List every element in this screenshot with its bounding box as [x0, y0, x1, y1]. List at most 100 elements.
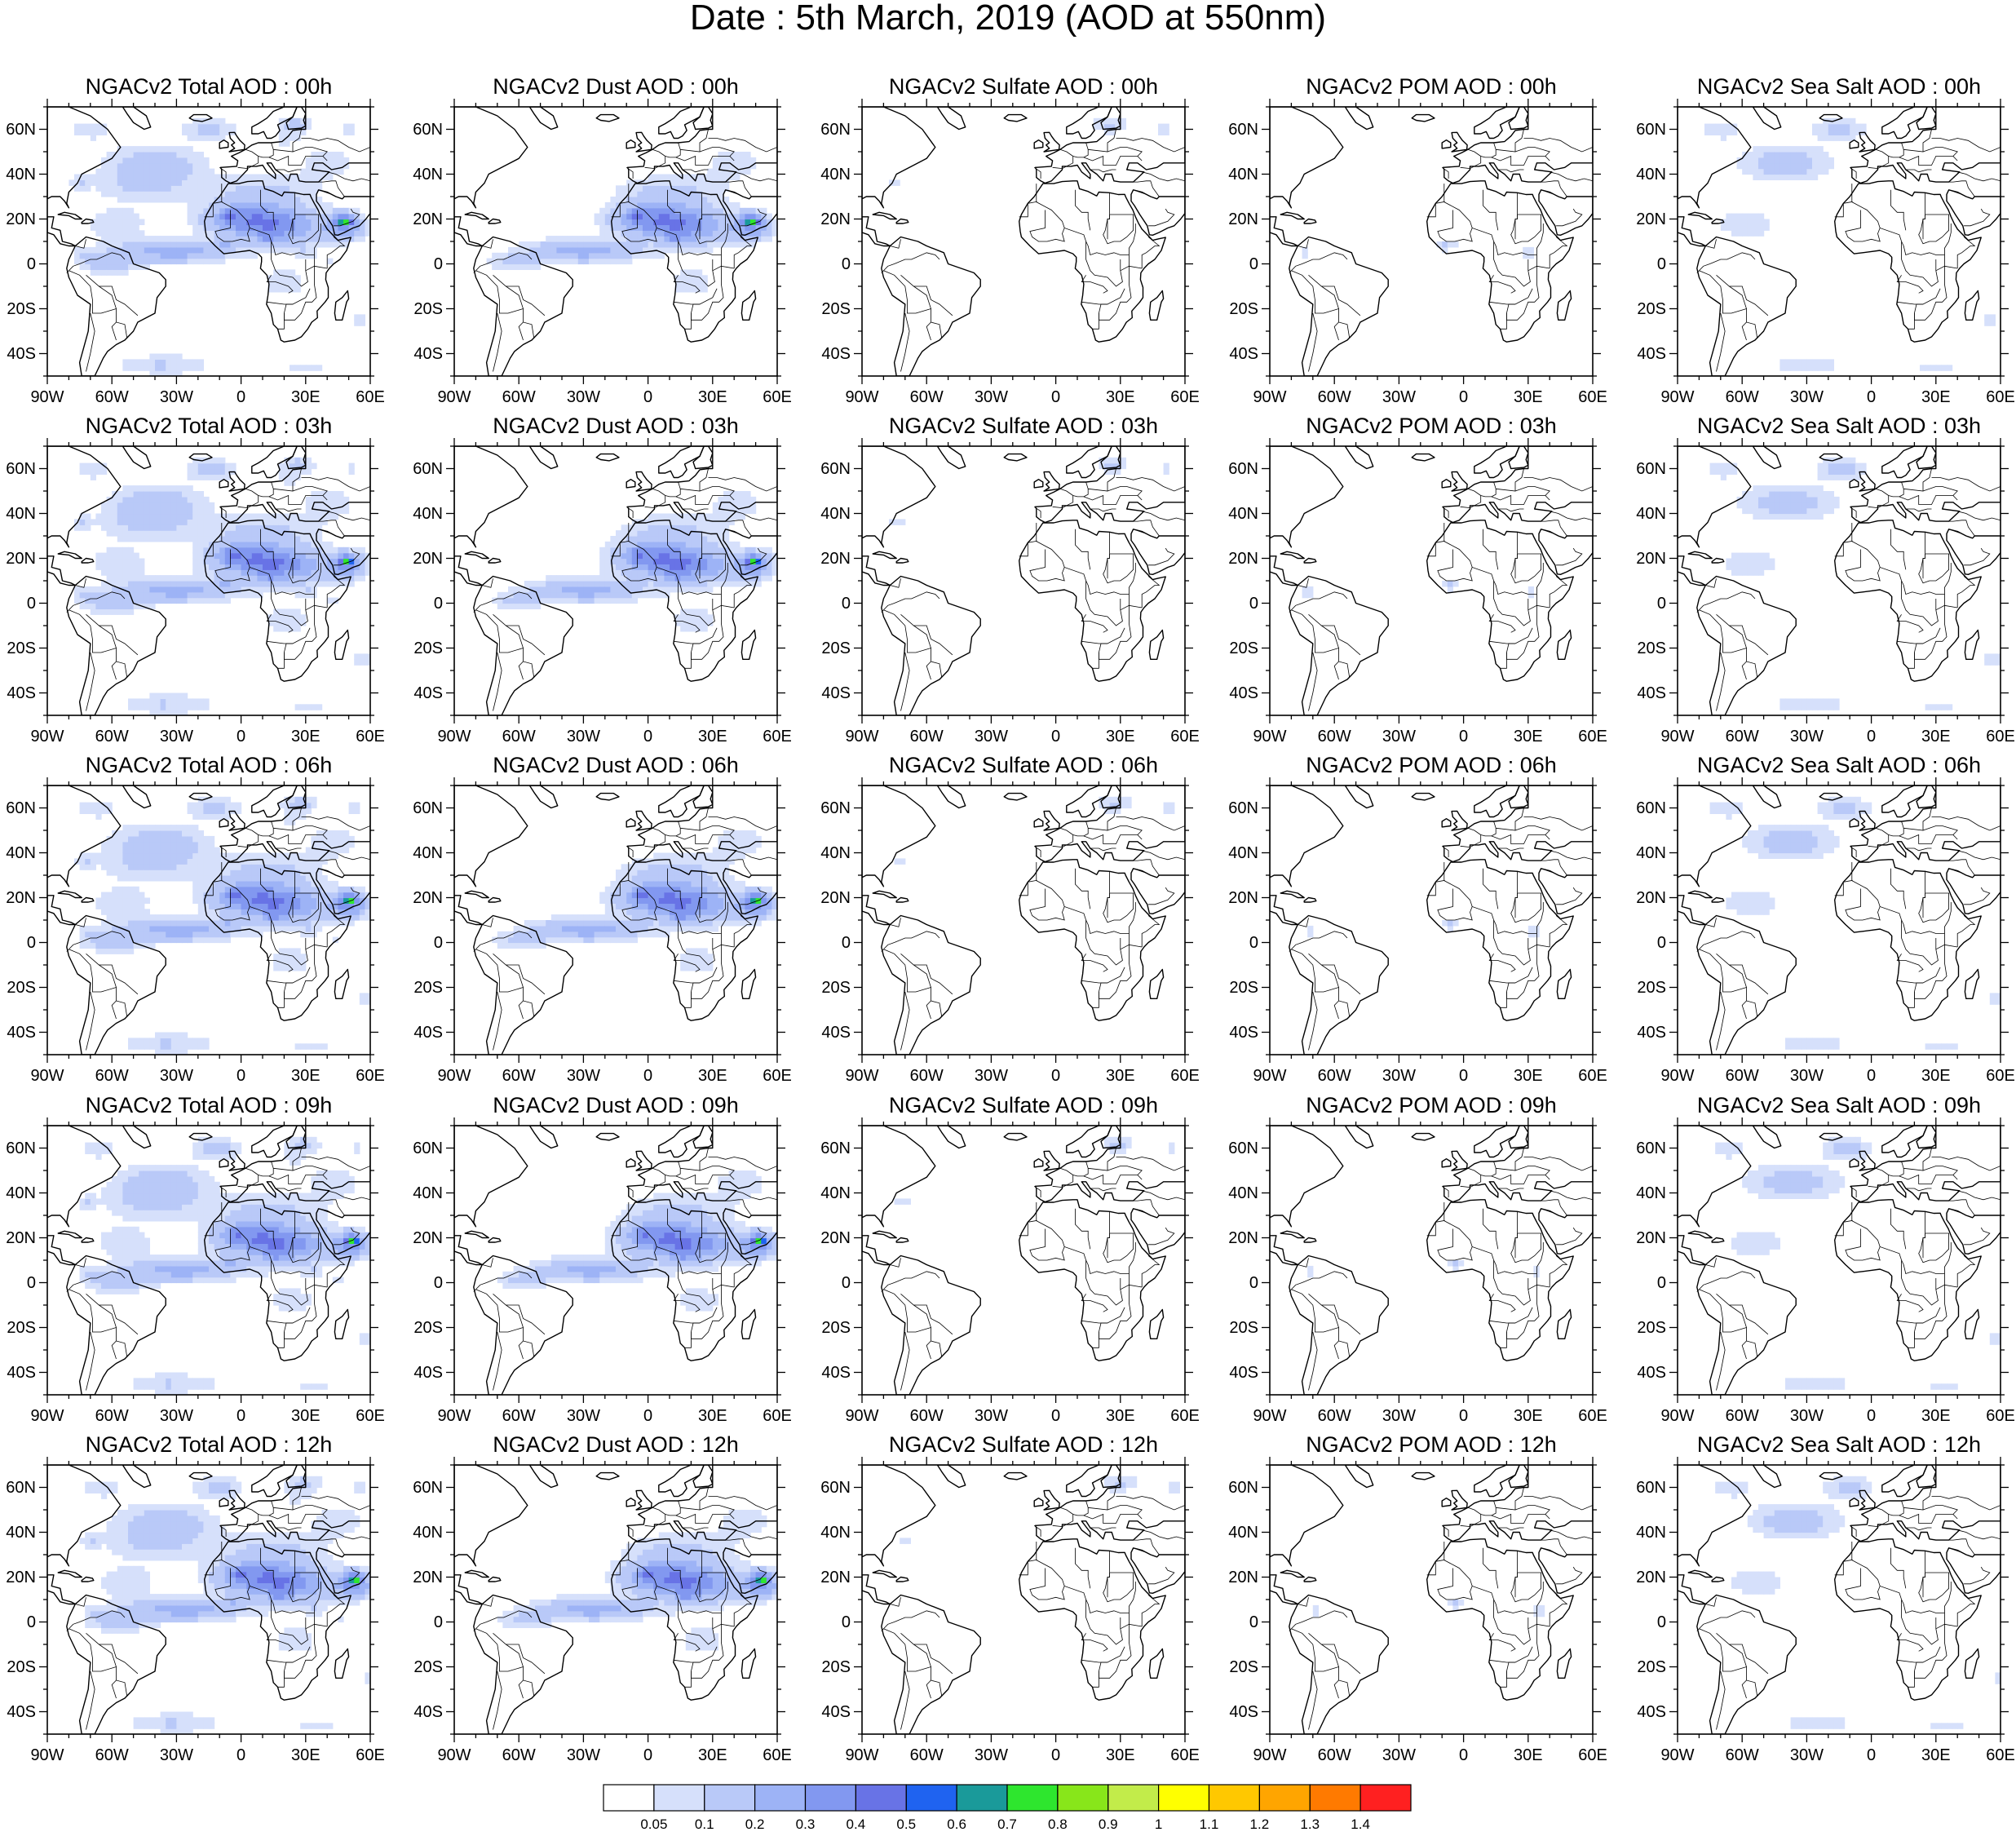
aod-cell [1737, 553, 1743, 560]
aod-cell [1823, 463, 1828, 470]
aod-cell [268, 553, 274, 560]
aod-cell [311, 179, 316, 186]
aod-cell [112, 179, 117, 186]
coastline-iceland [596, 115, 619, 122]
country-border [890, 578, 900, 587]
aod-cell [648, 547, 654, 554]
aod-cell [1764, 491, 1770, 498]
aod-cell [1721, 474, 1726, 480]
aod-cell [176, 497, 182, 503]
aod-cell [680, 230, 686, 237]
aod-cell [155, 830, 161, 837]
aod-cell [605, 236, 611, 242]
aod-cell [295, 524, 301, 531]
aod-cell [1753, 157, 1758, 164]
aod-cell [659, 230, 665, 237]
aod-cell [1753, 152, 1758, 158]
aod-cell [546, 253, 551, 259]
aod-cell [171, 191, 177, 197]
aod-cell [637, 547, 643, 554]
aod-cell [1833, 135, 1839, 141]
aod-cell [696, 247, 702, 254]
aod-cell [192, 559, 198, 565]
aod-cell [225, 224, 231, 231]
aod-cell [1748, 157, 1753, 164]
aod-cell [670, 514, 675, 520]
aod-cell [349, 214, 355, 220]
country-border [86, 275, 117, 308]
aod-cell [161, 259, 166, 265]
aod-cell [122, 903, 128, 909]
aod-cell [176, 575, 182, 582]
aod-field [862, 107, 1185, 376]
aod-cell [101, 592, 107, 599]
country-border [674, 302, 700, 304]
aod-cell [524, 592, 530, 599]
aod-cell [626, 559, 632, 565]
aod-cell [1823, 152, 1828, 158]
aod-cell [192, 887, 198, 893]
coastline-cuba [465, 212, 489, 219]
aod-cell [338, 157, 343, 164]
aod-cell [155, 704, 161, 710]
aod-cell [101, 269, 107, 276]
aod-cell [718, 175, 723, 181]
aod-cell [284, 247, 290, 254]
aod-cell [188, 858, 193, 865]
aod-cell [192, 497, 198, 503]
aod-cell [300, 559, 306, 565]
coastline-ireland [1034, 140, 1043, 148]
aod-cell [149, 698, 155, 705]
aod-cell [1818, 474, 1824, 480]
aod-cell [171, 592, 177, 599]
aod-cell [734, 230, 740, 237]
aod-cell [306, 202, 312, 209]
coastline-hispaniola [489, 219, 501, 224]
aod-cell [225, 219, 231, 226]
aod-cell [144, 508, 150, 515]
aod-cell [1753, 214, 1758, 220]
aod-cell [702, 286, 708, 293]
aod-cell [214, 241, 220, 248]
aod-cell [1764, 163, 1770, 170]
aod-cell [734, 497, 740, 503]
aod-cell [273, 536, 279, 542]
aod-cell [605, 581, 611, 587]
aod-cell [192, 842, 198, 848]
aod-cell [149, 858, 155, 865]
aod-cell [1704, 124, 1710, 131]
aod-cell [166, 236, 171, 242]
aod-cell [1769, 497, 1775, 503]
aod-cell [176, 253, 182, 259]
aod-cell [1802, 704, 1807, 710]
aod-cell [616, 536, 621, 542]
aod-cell [1796, 152, 1802, 158]
aod-cell [306, 519, 312, 525]
aod-cell [1452, 581, 1458, 587]
aod-cell [1833, 469, 1839, 476]
aod-cell [161, 931, 166, 938]
aod-cell [664, 575, 670, 582]
aod-cell [718, 224, 723, 231]
aod-cell [707, 542, 713, 548]
aod-cell [192, 1038, 198, 1044]
aod-cell [246, 179, 252, 186]
aod-cell [203, 853, 209, 860]
aod-cell [1990, 320, 1996, 326]
aod-cell [691, 241, 696, 248]
aod-cell [198, 853, 204, 860]
aod-cell [69, 179, 74, 186]
aod-cell [643, 581, 648, 587]
country-border [1742, 322, 1746, 340]
aod-cell [1828, 497, 1834, 503]
aod-cell [188, 920, 193, 927]
aod-cell [284, 219, 290, 226]
aod-cell [101, 598, 107, 604]
aod-cell [573, 598, 578, 604]
aod-cell [209, 247, 214, 254]
aod-cell [176, 519, 182, 525]
aod-cell [203, 592, 209, 599]
aod-cell [691, 524, 696, 531]
aod-cell [273, 564, 279, 570]
aod-cell [188, 474, 193, 480]
